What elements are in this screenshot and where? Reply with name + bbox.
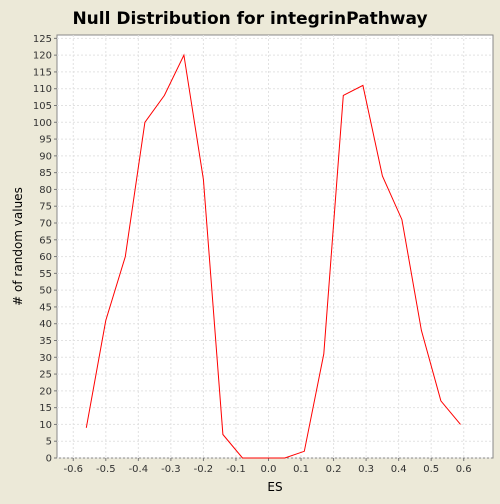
y-tick-label: 5 <box>46 437 52 448</box>
y-tick-label: 35 <box>39 336 52 347</box>
x-tick-label: 0.4 <box>391 464 407 475</box>
y-tick-label: 115 <box>33 67 52 78</box>
y-tick-label: 120 <box>33 51 52 62</box>
y-tick-label: 60 <box>39 252 52 263</box>
y-axis-label: # of random values <box>11 187 25 306</box>
y-tick-label: 30 <box>39 353 52 364</box>
y-tick-label: 50 <box>39 286 52 297</box>
y-tick-label: 55 <box>39 269 52 280</box>
y-tick-label: 25 <box>39 370 52 381</box>
y-tick-label: 75 <box>39 202 52 213</box>
y-tick-label: 95 <box>39 135 52 146</box>
x-tick-label: 0.0 <box>261 464 277 475</box>
y-tick-label: 15 <box>39 403 52 414</box>
x-tick-label: 0.1 <box>293 464 309 475</box>
y-tick-label: 80 <box>39 185 52 196</box>
y-tick-label: 85 <box>39 168 52 179</box>
x-tick-label: -0.1 <box>226 464 246 475</box>
x-tick-label: -0.5 <box>96 464 116 475</box>
y-tick-label: 105 <box>33 101 52 112</box>
chart-title: Null Distribution for integrinPathway <box>72 9 427 29</box>
x-tick-label: -0.4 <box>129 464 149 475</box>
plot-area <box>57 35 493 458</box>
y-tick-label: 40 <box>39 319 52 330</box>
x-tick-label: 0.2 <box>326 464 342 475</box>
x-tick-label: -0.3 <box>161 464 181 475</box>
y-tick-label: 65 <box>39 235 52 246</box>
y-tick-label: 100 <box>33 118 52 129</box>
y-tick-label: 0 <box>46 454 52 465</box>
y-tick-label: 110 <box>33 84 52 95</box>
x-tick-label: 0.6 <box>456 464 472 475</box>
x-tick-label: 0.5 <box>423 464 439 475</box>
x-axis-label: ES <box>267 480 282 494</box>
x-tick-label: 0.3 <box>358 464 374 475</box>
y-tick-label: 10 <box>39 420 52 431</box>
y-tick-label: 70 <box>39 219 52 230</box>
y-tick-label: 125 <box>33 34 52 45</box>
x-tick-label: -0.2 <box>194 464 214 475</box>
y-tick-label: 90 <box>39 151 52 162</box>
y-tick-label: 20 <box>39 386 52 397</box>
y-tick-label: 45 <box>39 302 52 313</box>
x-tick-label: -0.6 <box>64 464 84 475</box>
